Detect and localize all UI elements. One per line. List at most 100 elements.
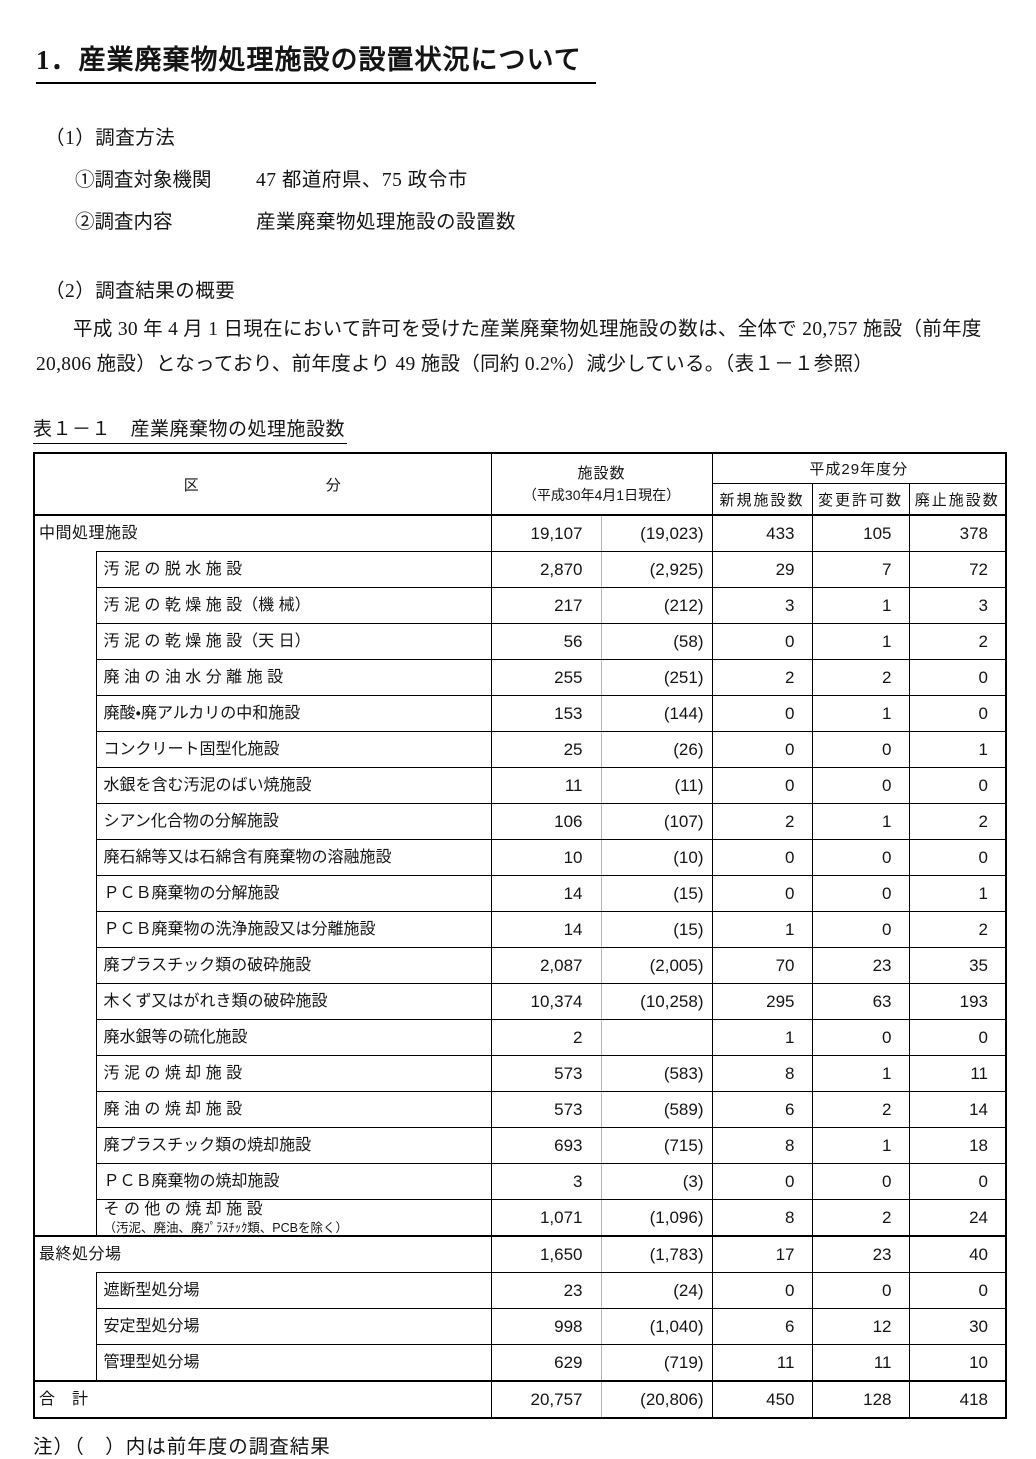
section-survey-results: （2）調査結果の概要 平成 30 年 4 月 1 日現在において許可を受けた産業… xyxy=(36,274,1006,382)
category-label: 管理型処分場 xyxy=(103,1353,200,1371)
table-row: そ の 他 の 焼 却 施 設 （汚泥、廃油、廃ﾌﾟﾗｽﾁｯｸ類、PCBを除く） 1… xyxy=(34,1199,1007,1237)
summary-paragraph: 平成 30 年 4 月 1 日現在において許可を受けた産業廃棄物処理施設の数は、… xyxy=(36,319,982,375)
new-facilities-cell: 0 xyxy=(711,1163,813,1200)
table-row: 廃石綿等又は石綿含有廃棄物の溶融施設 10 (10) 0 0 0 xyxy=(34,839,1007,876)
change-permits-cell: 2 xyxy=(811,1199,910,1237)
count-cell: 20,757 xyxy=(490,1380,601,1419)
category-cell: ＰＣＢ廃棄物の焼却施設 xyxy=(95,1163,492,1200)
category-label: ＰＣＢ廃棄物の焼却施設 xyxy=(103,1172,280,1190)
change-permits-cell: 2 xyxy=(811,1091,910,1128)
new-facilities-cell: 8 xyxy=(711,1127,813,1164)
change-permits-cell: 23 xyxy=(811,947,910,984)
category-label: 汚 泥 の 焼 却 施 設 xyxy=(103,1064,243,1082)
table-row: 水銀を含む汚泥のばい焼施設 11 (11) 0 0 0 xyxy=(34,767,1007,804)
abolished-cell: 40 xyxy=(908,1235,1007,1274)
new-facilities-cell: 0 xyxy=(711,731,813,768)
new-facilities-cell: 8 xyxy=(711,1055,813,1092)
abolished-cell: 10 xyxy=(908,1344,1007,1382)
change-permits-cell: 0 xyxy=(811,767,910,804)
change-permits-cell: 1 xyxy=(811,623,910,660)
header-facility-count: 施設数 （平成30年4月1日現在） xyxy=(490,452,713,516)
category-cell: 遮断型処分場 xyxy=(95,1272,492,1310)
category-label: 廃石綿等又は石綿含有廃棄物の溶融施設 xyxy=(103,848,392,866)
change-permits-cell: 0 xyxy=(811,1163,910,1200)
category-label: 廃酸・廃アルカリの中和施設 xyxy=(103,704,301,722)
category-cell: 汚 泥 の 乾 燥 施 設（機 械） xyxy=(95,587,492,624)
category-label: 汚 泥 の 乾 燥 施 設（天 日） xyxy=(103,632,311,650)
category-cell: ＰＣＢ廃棄物の洗浄施設又は分離施設 xyxy=(95,911,492,948)
change-permits-cell: 128 xyxy=(811,1380,910,1419)
table-note: 注）（ ）内は前年度の調査結果 xyxy=(33,1437,331,1459)
header-category-left: 区 xyxy=(183,476,200,494)
abolished-cell: 0 xyxy=(908,659,1007,696)
category-cell: 最終処分場 xyxy=(33,1235,492,1273)
new-facilities-cell: 450 xyxy=(711,1380,813,1419)
new-facilities-cell: 8 xyxy=(711,1199,813,1237)
category-label: ＰＣＢ廃棄物の分解施設 xyxy=(103,884,280,902)
table-row: ＰＣＢ廃棄物の分解施設 14 (15) 0 0 1 xyxy=(34,875,1007,912)
change-permits-cell: 2 xyxy=(811,659,910,696)
count-cell: 3 xyxy=(490,1163,601,1200)
facility-table: 区 分 施設数 （平成30年4月1日現在） 平成29年度分 新規施設数 変更許可… xyxy=(33,452,1008,1420)
table-row: 廃酸・廃アルカリの中和施設 153 (144) 0 1 0 xyxy=(34,695,1007,732)
header-abolished-facilities: 廃止施設数 xyxy=(908,483,1007,516)
new-facilities-cell: 2 xyxy=(711,659,813,696)
new-facilities-cell: 3 xyxy=(711,587,813,624)
category-cell: 廃プラスチック類の破砕施設 xyxy=(95,947,492,984)
prev-count-cell: (15) xyxy=(600,911,713,948)
category-label: 汚 泥 の 乾 燥 施 設（機 械） xyxy=(103,596,311,614)
abolished-cell: 0 xyxy=(908,767,1007,804)
new-facilities-cell: 295 xyxy=(711,983,813,1020)
prev-count-cell: (20,806) xyxy=(600,1380,713,1419)
table-row: 管理型処分場 629 (719) 11 11 10 xyxy=(34,1344,1007,1382)
prev-count-cell: (251) xyxy=(600,659,713,696)
new-facilities-cell: 0 xyxy=(711,695,813,732)
survey-item-content-value: 産業廃棄物処理施設の設置数 xyxy=(256,212,517,233)
page-title: 1．産業廃棄物処理施設の設置状況について xyxy=(36,38,596,84)
prev-count-cell: (10,258) xyxy=(600,983,713,1020)
category-cell: 水銀を含む汚泥のばい焼施設 xyxy=(95,767,492,804)
category-label: 木くず又はがれき類の破砕施設 xyxy=(103,992,328,1010)
abolished-cell: 0 xyxy=(908,1019,1007,1056)
survey-item-target-value: 47 都道府県、75 政令市 xyxy=(256,170,468,191)
section1-heading: （1）調査方法 xyxy=(45,128,176,149)
category-label: 中間処理施設 xyxy=(39,524,139,542)
category-label: 廃 油 の 油 水 分 離 施 設 xyxy=(103,668,284,686)
new-facilities-cell: 6 xyxy=(711,1308,813,1346)
count-cell: 2,087 xyxy=(490,947,601,984)
prev-count-cell: (2,925) xyxy=(600,551,713,588)
header-category: 区 分 xyxy=(33,452,492,516)
table-row: 汚 泥 の 乾 燥 施 設（天 日） 56 (58) 0 1 2 xyxy=(34,623,1007,660)
category-label: 遮断型処分場 xyxy=(103,1281,200,1299)
survey-item-content-label: ②調査内容 xyxy=(75,212,173,233)
count-cell: 153 xyxy=(490,695,601,732)
count-cell: 10,374 xyxy=(490,983,601,1020)
category-cell: 廃酸・廃アルカリの中和施設 xyxy=(95,695,492,732)
category-cell: 汚 泥 の 脱 水 施 設 xyxy=(95,551,492,588)
new-facilities-cell: 2 xyxy=(711,803,813,840)
count-cell: 11 xyxy=(490,767,601,804)
survey-item-target-label: ①調査対象機関 xyxy=(75,170,212,191)
header-change-permits: 変更許可数 xyxy=(811,483,910,516)
prev-count-cell: (715) xyxy=(600,1127,713,1164)
category-label: 廃プラスチック類の焼却施設 xyxy=(103,1136,312,1154)
prev-count-cell: (2,005) xyxy=(600,947,713,984)
new-facilities-cell: 0 xyxy=(711,767,813,804)
count-cell: 573 xyxy=(490,1091,601,1128)
table-row: 中間処理施設 19,107 (19,023) 433 105 378 xyxy=(33,514,1007,552)
table-row: 廃 油 の 焼 却 施 設 573 (589) 6 2 14 xyxy=(34,1091,1007,1128)
new-facilities-cell: 0 xyxy=(711,623,813,660)
header-facility-count-title: 施設数 xyxy=(577,464,626,482)
table-row: 木くず又はがれき類の破砕施設 10,374 (10,258) 295 63 193 xyxy=(34,983,1007,1020)
count-cell: 19,107 xyxy=(490,514,601,552)
count-cell: 629 xyxy=(490,1344,601,1382)
category-cell: 廃プラスチック類の焼却施設 xyxy=(95,1127,492,1164)
prev-count-cell: (10) xyxy=(600,839,713,876)
indent-cell xyxy=(33,551,97,1237)
category-label: 廃 油 の 焼 却 施 設 xyxy=(103,1100,243,1118)
change-permits-cell: 0 xyxy=(811,731,910,768)
change-permits-cell: 0 xyxy=(811,839,910,876)
category-label: シアン化合物の分解施設 xyxy=(103,812,279,830)
table-row: 安定型処分場 998 (1,040) 6 12 30 xyxy=(34,1308,1007,1346)
category-cell: 汚 泥 の 乾 燥 施 設（天 日） xyxy=(95,623,492,660)
